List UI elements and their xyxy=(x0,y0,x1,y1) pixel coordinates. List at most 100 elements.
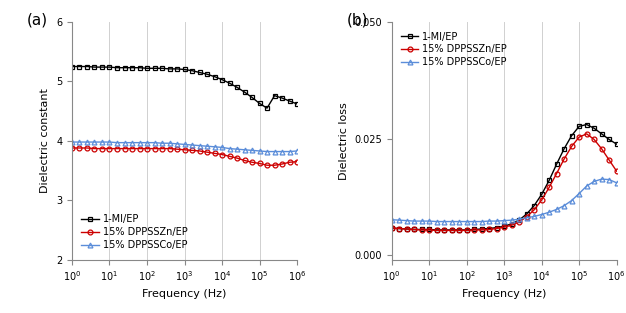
15% DPPSSCo/EP xyxy=(470,220,478,223)
15% DPPSSCo/EP xyxy=(226,147,233,151)
15% DPPSSCo/EP xyxy=(575,192,583,195)
15% DPPSSCo/EP xyxy=(203,144,211,148)
15% DPPSSCo/EP xyxy=(158,141,166,145)
1-MI/EP xyxy=(530,204,538,208)
15% DPPSSZn/EP xyxy=(538,198,545,202)
15% DPPSSCo/EP xyxy=(286,150,294,153)
15% DPPSSZn/EP xyxy=(106,147,113,151)
15% DPPSSCo/EP xyxy=(493,219,500,223)
1-MI/EP xyxy=(515,218,523,222)
15% DPPSSCo/EP xyxy=(271,150,279,153)
15% DPPSSCo/EP xyxy=(218,146,226,149)
15% DPPSSZn/EP xyxy=(143,147,151,151)
15% DPPSSCo/EP xyxy=(568,199,575,203)
15% DPPSSCo/EP xyxy=(91,140,98,144)
1-MI/EP xyxy=(151,66,158,70)
Y-axis label: Dielectric loss: Dielectric loss xyxy=(339,102,349,180)
1-MI/EP xyxy=(294,102,301,106)
15% DPPSSCo/EP xyxy=(181,142,188,146)
15% DPPSSCo/EP xyxy=(173,142,181,146)
15% DPPSSCo/EP xyxy=(448,220,455,223)
1-MI/EP xyxy=(188,69,196,73)
1-MI/EP xyxy=(613,142,620,146)
15% DPPSSZn/EP xyxy=(151,147,158,151)
1-MI/EP xyxy=(196,70,203,74)
Y-axis label: Dielectric constant: Dielectric constant xyxy=(41,88,51,193)
15% DPPSSCo/EP xyxy=(106,140,113,144)
Text: (b): (b) xyxy=(347,13,368,28)
1-MI/EP xyxy=(508,222,515,226)
1-MI/EP xyxy=(173,67,181,71)
15% DPPSSZn/EP xyxy=(83,146,91,150)
15% DPPSSCo/EP xyxy=(233,147,241,151)
1-MI/EP xyxy=(478,227,485,231)
15% DPPSSZn/EP xyxy=(553,172,560,175)
15% DPPSSZn/EP xyxy=(485,228,493,231)
15% DPPSSCo/EP xyxy=(403,219,410,223)
15% DPPSSZn/EP xyxy=(68,146,76,150)
X-axis label: Frequency (Hz): Frequency (Hz) xyxy=(142,289,227,299)
Legend: 1-MI/EP, 15% DPPSSZn/EP, 15% DPPSSCo/EP: 1-MI/EP, 15% DPPSSZn/EP, 15% DPPSSCo/EP xyxy=(401,32,507,67)
1-MI/EP xyxy=(226,81,233,85)
1-MI/EP xyxy=(264,106,271,110)
15% DPPSSZn/EP xyxy=(76,146,83,150)
1-MI/EP xyxy=(410,228,418,231)
15% DPPSSZn/EP xyxy=(181,148,188,151)
15% DPPSSZn/EP xyxy=(136,147,143,151)
1-MI/EP xyxy=(166,67,173,71)
15% DPPSSCo/EP xyxy=(68,140,76,144)
1-MI/EP xyxy=(463,228,470,232)
15% DPPSSCo/EP xyxy=(121,141,128,145)
15% DPPSSCo/EP xyxy=(241,148,249,151)
1-MI/EP xyxy=(249,95,256,99)
15% DPPSSZn/EP xyxy=(249,160,256,164)
15% DPPSSZn/EP xyxy=(590,138,598,141)
15% DPPSSZn/EP xyxy=(128,147,136,151)
1-MI/EP xyxy=(286,99,294,103)
15% DPPSSCo/EP xyxy=(425,219,433,223)
15% DPPSSCo/EP xyxy=(188,143,196,147)
Line: 1-MI/EP: 1-MI/EP xyxy=(389,122,619,232)
15% DPPSSZn/EP xyxy=(418,228,425,232)
1-MI/EP xyxy=(395,227,403,230)
1-MI/EP xyxy=(106,65,113,69)
Legend: 1-MI/EP, 15% DPPSSZn/EP, 15% DPPSSCo/EP: 1-MI/EP, 15% DPPSSZn/EP, 15% DPPSSCo/EP xyxy=(81,214,188,250)
1-MI/EP xyxy=(493,226,500,229)
15% DPPSSZn/EP xyxy=(403,227,410,231)
15% DPPSSCo/EP xyxy=(478,220,485,223)
1-MI/EP xyxy=(113,66,121,69)
15% DPPSSCo/EP xyxy=(418,219,425,223)
15% DPPSSCo/EP xyxy=(136,141,143,145)
1-MI/EP xyxy=(455,228,463,232)
1-MI/EP xyxy=(98,65,106,69)
15% DPPSSZn/EP xyxy=(387,226,395,230)
15% DPPSSCo/EP xyxy=(279,150,286,153)
1-MI/EP xyxy=(121,66,128,69)
1-MI/EP xyxy=(181,68,188,71)
1-MI/EP xyxy=(605,138,613,141)
15% DPPSSZn/EP xyxy=(523,215,530,219)
Line: 15% DPPSSZn/EP: 15% DPPSSZn/EP xyxy=(69,146,299,168)
15% DPPSSCo/EP xyxy=(530,214,538,218)
15% DPPSSCo/EP xyxy=(455,220,463,223)
1-MI/EP xyxy=(233,85,241,89)
15% DPPSSZn/EP xyxy=(568,145,575,148)
1-MI/EP xyxy=(218,78,226,81)
15% DPPSSCo/EP xyxy=(583,184,590,188)
Text: (a): (a) xyxy=(27,13,48,28)
15% DPPSSZn/EP xyxy=(166,147,173,151)
15% DPPSSZn/EP xyxy=(493,227,500,230)
15% DPPSSZn/EP xyxy=(91,147,98,151)
15% DPPSSCo/EP xyxy=(410,219,418,223)
1-MI/EP xyxy=(256,101,264,105)
1-MI/EP xyxy=(545,179,553,182)
15% DPPSSZn/EP xyxy=(560,157,568,161)
Line: 15% DPPSSCo/EP: 15% DPPSSCo/EP xyxy=(389,177,619,224)
15% DPPSSZn/EP xyxy=(508,223,515,227)
15% DPPSSZn/EP xyxy=(188,148,196,152)
15% DPPSSZn/EP xyxy=(463,228,470,232)
15% DPPSSCo/EP xyxy=(545,210,553,214)
15% DPPSSZn/EP xyxy=(425,228,433,232)
1-MI/EP xyxy=(241,90,249,94)
15% DPPSSCo/EP xyxy=(395,218,403,222)
